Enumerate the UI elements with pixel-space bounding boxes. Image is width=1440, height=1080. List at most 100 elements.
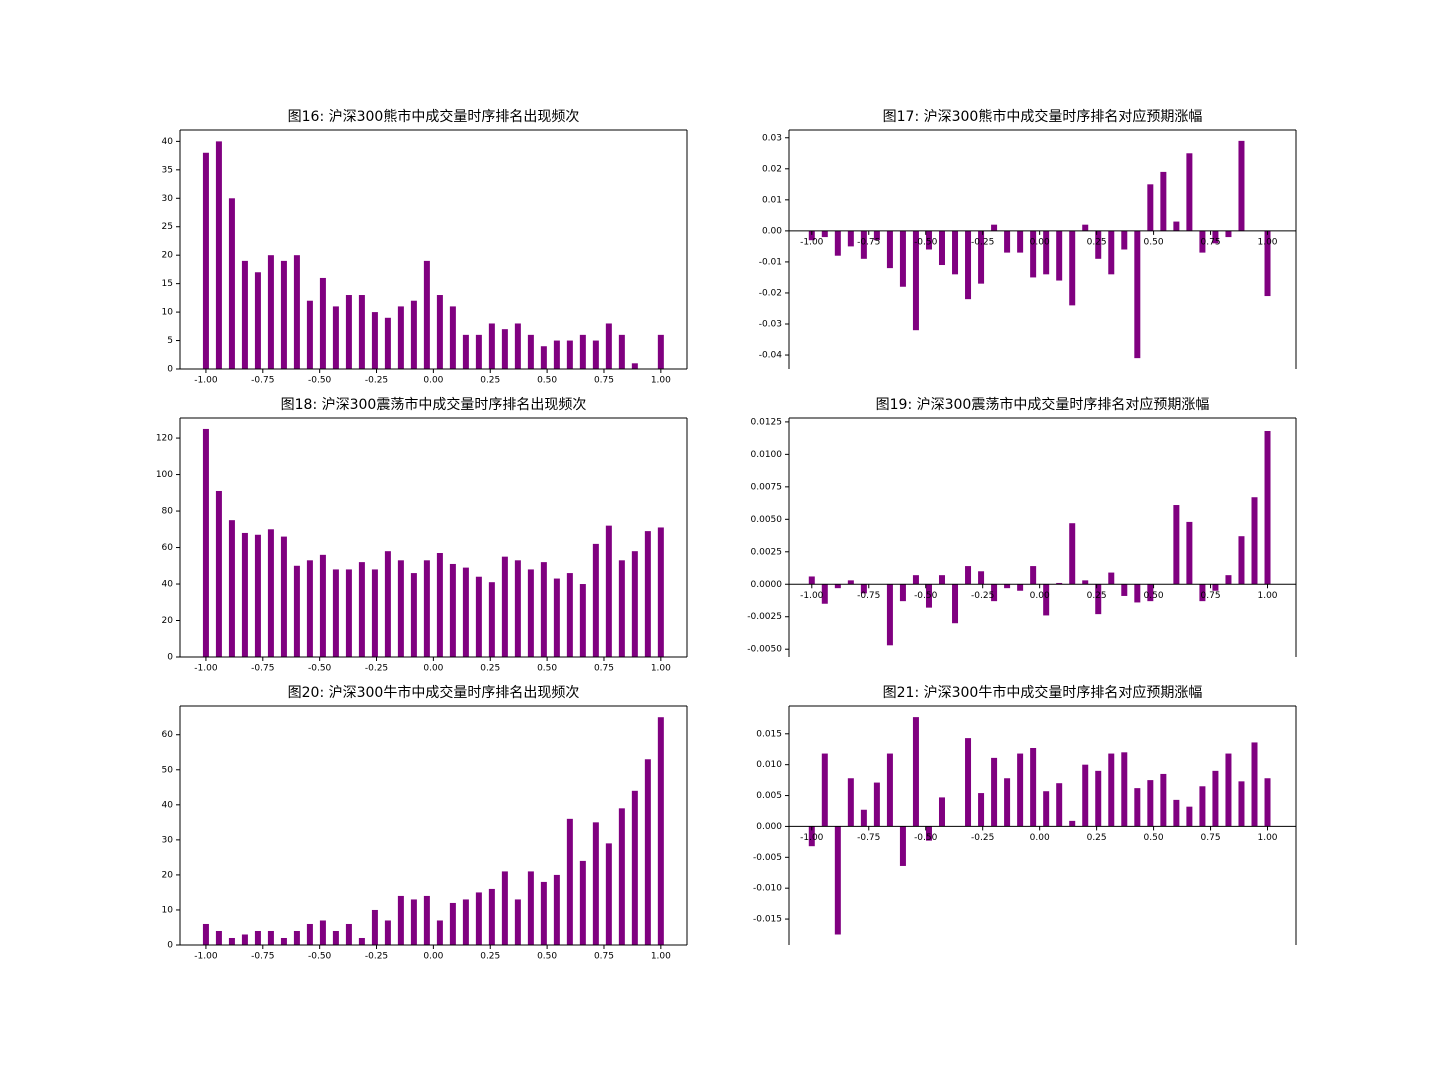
bar bbox=[965, 230, 972, 300]
x-tick-label: -1.00 bbox=[194, 952, 218, 962]
bar bbox=[808, 576, 815, 585]
y-tick-label: 20 bbox=[162, 616, 174, 626]
bar bbox=[332, 569, 339, 657]
bar bbox=[1173, 221, 1180, 231]
x-tick-label: -1.00 bbox=[194, 376, 218, 386]
bar bbox=[332, 306, 339, 369]
x-tick-label: 0.00 bbox=[1030, 591, 1050, 601]
bar bbox=[449, 306, 456, 369]
y-tick-label: 0.00 bbox=[762, 226, 782, 236]
bar bbox=[501, 871, 508, 945]
y-tick-label: 0.0050 bbox=[751, 515, 783, 525]
bar bbox=[566, 818, 573, 945]
x-tick-label: -0.50 bbox=[308, 664, 332, 674]
bar bbox=[1238, 781, 1245, 827]
x-tick-label: 0.50 bbox=[537, 664, 557, 674]
y-tick-label: 0.015 bbox=[756, 729, 782, 739]
x-tick-label: -1.00 bbox=[800, 833, 824, 843]
x-tick-label: 0.25 bbox=[1087, 833, 1107, 843]
bar bbox=[899, 826, 906, 866]
bar bbox=[1017, 230, 1024, 253]
bar bbox=[886, 230, 893, 269]
bar bbox=[384, 920, 391, 945]
bar bbox=[293, 930, 300, 945]
bar bbox=[631, 363, 638, 369]
bar bbox=[808, 826, 815, 847]
bar bbox=[938, 575, 945, 585]
bar bbox=[1147, 184, 1154, 231]
bar bbox=[605, 323, 612, 369]
x-tick-label: 1.00 bbox=[651, 952, 671, 962]
x-tick-label: 1.00 bbox=[1257, 591, 1277, 601]
chart-title: 图19: 沪深300震荡市中成交量时序排名对应预期涨幅 bbox=[876, 396, 1210, 413]
bar bbox=[618, 560, 625, 657]
y-tick-label: 0.0075 bbox=[751, 482, 783, 492]
bar bbox=[436, 295, 443, 369]
x-tick-label: 0.75 bbox=[594, 664, 614, 674]
bar bbox=[1095, 584, 1102, 615]
y-tick-label: 0.01 bbox=[762, 195, 782, 205]
bar bbox=[1017, 753, 1024, 827]
y-tick-label: 40 bbox=[162, 800, 174, 810]
bar bbox=[501, 556, 508, 657]
bar bbox=[553, 874, 560, 945]
x-tick-label: 0.75 bbox=[594, 952, 614, 962]
bar bbox=[657, 717, 664, 945]
x-tick-label: -0.75 bbox=[251, 664, 274, 674]
bar bbox=[462, 334, 469, 369]
bar bbox=[1199, 230, 1206, 253]
bar bbox=[1225, 575, 1232, 585]
y-tick-label: 0.03 bbox=[762, 133, 782, 143]
bar bbox=[644, 759, 651, 945]
bar bbox=[254, 930, 261, 945]
x-tick-label: -0.50 bbox=[308, 376, 332, 386]
y-tick-label: 100 bbox=[156, 470, 173, 480]
x-tick-label: -0.25 bbox=[971, 591, 994, 601]
bar bbox=[579, 860, 586, 945]
bar bbox=[1082, 764, 1089, 827]
bar bbox=[1160, 773, 1167, 827]
bar bbox=[1043, 230, 1050, 275]
x-tick-label: 1.00 bbox=[1257, 833, 1277, 843]
bar bbox=[1069, 230, 1076, 306]
y-tick-label: 0.005 bbox=[756, 791, 782, 801]
bar bbox=[280, 260, 287, 369]
y-tick-label: 0.02 bbox=[762, 164, 782, 174]
bar bbox=[306, 923, 313, 945]
y-tick-label: 40 bbox=[162, 580, 174, 590]
y-tick-label: 15 bbox=[162, 279, 173, 289]
x-tick-label: 0.75 bbox=[1201, 237, 1221, 247]
bar bbox=[605, 843, 612, 945]
bar bbox=[1056, 230, 1063, 281]
bar bbox=[319, 554, 326, 657]
x-tick-label: -0.50 bbox=[914, 833, 938, 843]
x-tick-label: 0.00 bbox=[1030, 237, 1050, 247]
bar bbox=[1186, 806, 1193, 827]
bar bbox=[1186, 521, 1193, 585]
bar bbox=[991, 584, 998, 602]
bar bbox=[1056, 783, 1063, 827]
bar bbox=[475, 334, 482, 369]
bar bbox=[925, 584, 932, 608]
bar bbox=[228, 937, 235, 945]
bar bbox=[991, 224, 998, 231]
y-tick-label: 0.010 bbox=[756, 760, 782, 770]
bar bbox=[1095, 230, 1102, 259]
bar bbox=[1212, 770, 1219, 827]
bar bbox=[1121, 230, 1128, 250]
y-tick-label: -0.02 bbox=[759, 288, 782, 298]
bar bbox=[241, 934, 248, 945]
chart-title: 图16: 沪深300熊市中成交量时序排名出现频次 bbox=[288, 108, 580, 125]
bar bbox=[592, 340, 599, 369]
bar bbox=[1121, 752, 1128, 827]
bar bbox=[978, 571, 985, 585]
bar bbox=[618, 808, 625, 945]
bar bbox=[1212, 584, 1219, 591]
bar bbox=[1095, 770, 1102, 827]
bar bbox=[1160, 171, 1167, 231]
chart-title: 图20: 沪深300牛市中成交量时序排名出现频次 bbox=[288, 684, 580, 701]
y-tick-label: 0.0000 bbox=[751, 580, 783, 590]
bar bbox=[1225, 753, 1232, 827]
x-tick-label: 0.50 bbox=[1144, 237, 1164, 247]
bar bbox=[821, 230, 828, 238]
